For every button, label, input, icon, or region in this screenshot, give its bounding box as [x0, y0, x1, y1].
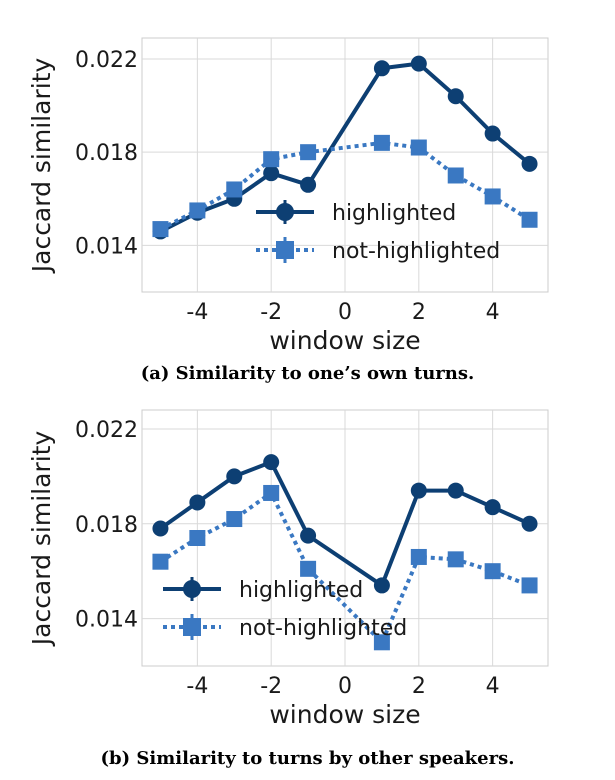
- data-point-not-highlighted: [447, 551, 464, 568]
- legend-label-not-highlighted: not-highlighted: [332, 239, 500, 264]
- x-axis-label: window size: [269, 700, 420, 729]
- series-line-not-highlighted: [159, 490, 531, 645]
- data-point-not-highlighted: [484, 563, 501, 580]
- x-tick-label: 0: [338, 674, 352, 699]
- legend-label-not-highlighted: not-highlighted: [239, 616, 407, 641]
- data-point-not-highlighted: [521, 577, 538, 594]
- data-point-highlighted: [263, 165, 280, 182]
- data-point-not-highlighted: [226, 511, 243, 528]
- data-point-not-highlighted: [226, 181, 243, 198]
- data-point-highlighted: [300, 176, 317, 193]
- data-point-not-highlighted: [189, 202, 206, 219]
- data-point-not-highlighted: [152, 553, 169, 570]
- data-point-not-highlighted: [189, 530, 206, 546]
- chart-b-svg: -4 -2 0 2 4 0.014 0.018 0.022 window size Jaccard…: [27, 409, 549, 729]
- data-point-not-highlighted: [263, 484, 280, 501]
- legend-label-highlighted: highlighted: [239, 578, 363, 603]
- data-point-not-highlighted: [410, 139, 427, 156]
- series-line-highlighted: [159, 460, 531, 588]
- data-point-highlighted: [263, 454, 280, 471]
- y-axis-label: Jaccard similarity: [27, 431, 56, 648]
- data-point-not-highlighted: [373, 634, 390, 651]
- data-point-highlighted: [447, 88, 464, 105]
- x-tick-label: -2: [260, 674, 282, 699]
- x-tick-label: -4: [186, 674, 208, 699]
- data-point-highlighted: [152, 520, 169, 537]
- x-tick-label: -4: [186, 300, 208, 325]
- caption-a: (a) Similarity to one’s own turns.: [140, 363, 475, 384]
- data-point-not-highlighted: [447, 167, 464, 184]
- caption-b: (b) Similarity to turns by other speaker…: [100, 748, 515, 769]
- y-tick-label: 0.022: [75, 418, 138, 443]
- data-point-highlighted: [226, 468, 243, 485]
- data-point-not-highlighted: [300, 560, 317, 577]
- data-point-not-highlighted: [521, 211, 538, 228]
- data-point-not-highlighted: [300, 144, 317, 161]
- y-tick-label: 0.018: [75, 141, 138, 166]
- legend-label-highlighted: highlighted: [332, 201, 456, 226]
- x-tick-label: 4: [486, 674, 500, 699]
- data-point-not-highlighted: [263, 151, 280, 168]
- data-point-highlighted: [484, 125, 501, 142]
- data-point-not-highlighted: [152, 221, 169, 238]
- data-point-highlighted: [410, 55, 427, 72]
- data-point-not-highlighted: [410, 548, 427, 565]
- data-point-highlighted: [484, 499, 501, 516]
- y-tick-label: 0.018: [75, 513, 138, 538]
- data-point-not-highlighted: [373, 134, 390, 151]
- data-point-highlighted: [300, 527, 317, 544]
- data-point-highlighted: [447, 482, 464, 499]
- y-tick-label: 0.014: [75, 608, 138, 633]
- x-tick-label: 2: [412, 674, 426, 699]
- x-tick-label: 4: [486, 300, 500, 325]
- y-tick-label: 0.022: [75, 48, 138, 73]
- data-point-highlighted: [410, 482, 427, 499]
- data-point-highlighted: [373, 60, 390, 77]
- chart-a-svg: -4 -2 0 2 4 0.014 0.018 0.022 window size Jaccard…: [27, 37, 549, 355]
- data-point-highlighted: [189, 494, 206, 511]
- series-line-highlighted: [159, 61, 531, 234]
- chart-panel-b: -4 -2 0 2 4 0.014 0.018 0.022 window size Jaccard…: [0, 390, 615, 780]
- x-axis-label: window size: [269, 326, 420, 355]
- y-axis-label: Jaccard similarity: [27, 58, 56, 275]
- x-tick-label: 0: [338, 300, 352, 325]
- x-tick-label: -2: [260, 300, 282, 325]
- data-point-highlighted: [373, 577, 390, 594]
- data-point-not-highlighted: [484, 188, 501, 205]
- data-point-highlighted: [521, 515, 538, 532]
- data-point-highlighted: [521, 155, 538, 172]
- chart-panel-a: -4 -2 0 2 4 0.014 0.018 0.022 window size Jaccard…: [27, 37, 549, 384]
- y-tick-label: 0.014: [75, 234, 138, 259]
- x-tick-label: 2: [412, 300, 426, 325]
